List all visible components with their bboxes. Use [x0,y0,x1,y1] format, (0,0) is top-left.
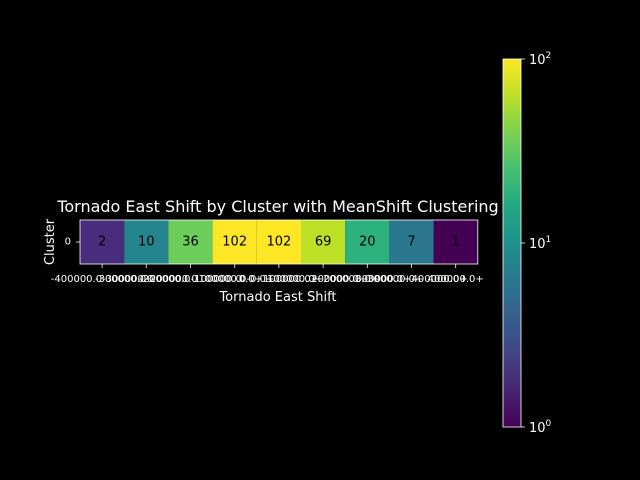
cell-value-label: 36 [182,235,199,250]
x-tick-label: 0.0+100000.0+ [239,274,319,285]
heatmap-cell [301,220,346,264]
colorbar [502,58,522,428]
y-axis-ticks: 0 [65,237,80,248]
cell-value-label: 2 [98,235,106,250]
colorbar-ticks: 100 101 102 [521,51,552,436]
cell-value-label: 102 [222,235,247,250]
cell-value-label: 7 [407,235,415,250]
x-tick-label: 300000.0+400000.0+ [355,274,467,285]
y-axis-label: Cluster [43,218,58,265]
heatmap-cell [80,220,125,264]
x-tick-label: -200000.0-100000.0 [139,274,242,285]
colorbar-tick-label: 102 [529,51,551,68]
heatmap-cell [256,220,301,264]
colorbar-tick-label: 100 [529,419,552,436]
heatmap-cells: 2 10 36 102 102 69 20 7 1 [79,219,479,265]
x-tick-label: -400000.0-300000.0 [51,274,154,285]
x-tick-label: -100000.0-0.0+ [195,274,274,285]
x-tick-label: 200000.0+300000.0+ [311,274,423,285]
heatmap-cell [124,220,169,264]
x-axis-label: Tornado East Shift [218,290,336,305]
cell-value-label: 69 [315,235,332,250]
heatmap-cell [345,220,390,264]
chart-title: Tornado East Shift by Cluster with MeanS… [56,197,498,216]
x-axis-ticks: -400000.0-300000.0-300000.0-200000.0-200… [51,264,484,285]
heatmap-cell [389,220,434,264]
x-tick-label: 400000.0+ [428,274,484,285]
cell-value-label: 20 [359,235,376,250]
heatmap-cell [433,220,478,264]
cell-value-label: 10 [138,235,155,250]
cell-value-label: 102 [266,235,291,250]
colorbar-tick-label: 101 [529,235,551,252]
x-tick-label: -300000.0-200000.0 [95,274,198,285]
heatmap-cell [168,220,213,264]
x-tick-label: 100000.0+200000.0+ [267,274,379,285]
y-tick-label: 0 [65,237,71,248]
cell-value-label: 1 [452,235,460,250]
heatmap-cell [212,220,257,264]
